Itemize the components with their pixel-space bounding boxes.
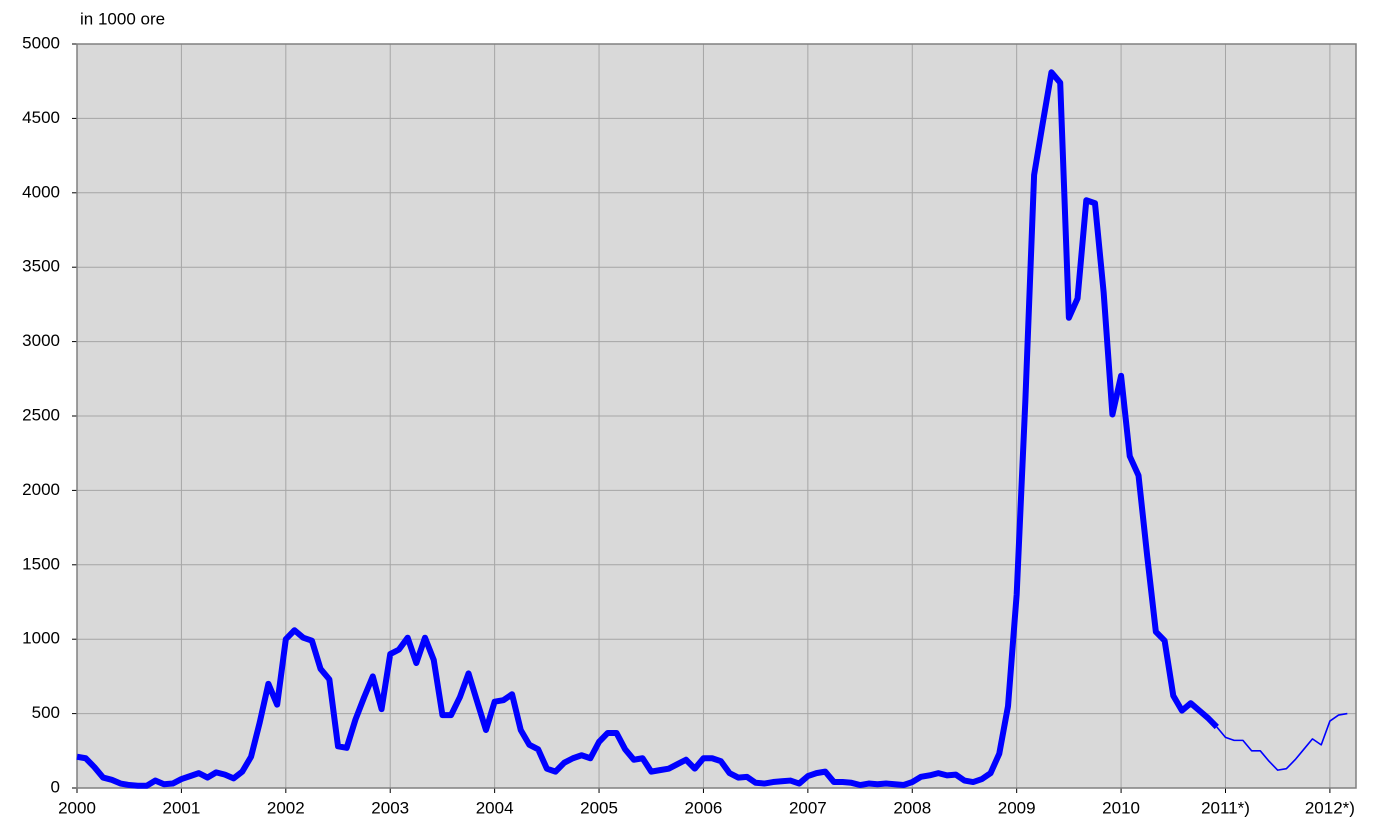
x-tick-label: 2002: [267, 798, 305, 817]
y-tick-label: 1000: [22, 629, 60, 648]
data-line: [1216, 712, 1348, 771]
y-tick-label: 3000: [22, 331, 60, 350]
x-tick-label: 2006: [685, 798, 723, 817]
y-tick-label: 1500: [22, 554, 60, 573]
x-tick-label: 2007: [789, 798, 827, 817]
x-tick-label: 2004: [476, 798, 514, 817]
plot-border: [76, 43, 1357, 789]
x-tick-label: 2005: [580, 798, 618, 817]
x-tick-label: 2003: [371, 798, 409, 817]
y-tick-label: 2000: [22, 480, 60, 499]
x-tick-label: 2001: [162, 798, 200, 817]
x-tick-label: 2012*): [1305, 798, 1355, 817]
x-tick-label: 2000: [58, 798, 96, 817]
data-line: [76, 69, 1219, 789]
x-tick-label: 2010: [1102, 798, 1140, 817]
y-axis-label: in 1000 ore: [80, 9, 165, 28]
y-tick-label: 4000: [22, 182, 60, 201]
x-tick-label: 2008: [893, 798, 931, 817]
y-tick-label: 5000: [22, 33, 60, 52]
y-tick-label: 4500: [22, 108, 60, 127]
x-tick-label: 2009: [998, 798, 1036, 817]
y-tick-label: 500: [32, 703, 60, 722]
x-tick-label: 2011*): [1201, 798, 1250, 817]
y-tick-label: 0: [51, 777, 60, 796]
y-tick-label: 2500: [22, 405, 60, 424]
y-tick-label: 3500: [22, 257, 60, 276]
